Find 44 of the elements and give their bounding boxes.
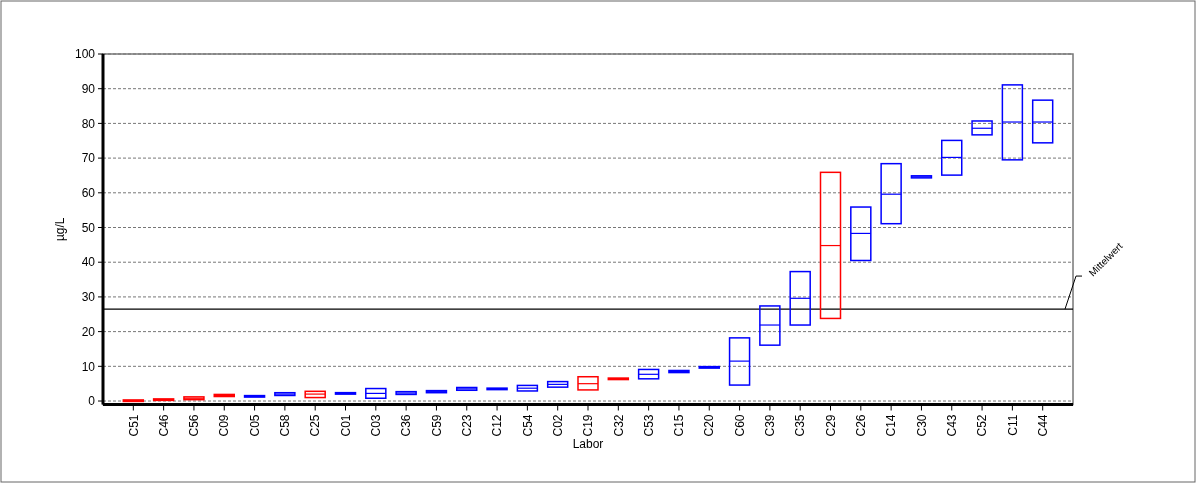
x-tick-label: C46 xyxy=(156,414,171,437)
x-tick-label: C20 xyxy=(702,414,717,437)
x-tick-label: C44 xyxy=(1035,414,1050,437)
y-tick-label: 30 xyxy=(81,290,96,305)
x-tick-label: C58 xyxy=(278,414,293,437)
x-tick-label: C23 xyxy=(459,414,474,437)
x-tick-label: C59 xyxy=(429,414,444,437)
x-tick-label: C56 xyxy=(187,414,202,437)
x-tick-label: C19 xyxy=(581,414,596,437)
x-tick-label: C09 xyxy=(217,414,232,437)
y-axis-title: µg/L xyxy=(53,217,67,242)
y-tick-label: 70 xyxy=(81,151,96,166)
x-tick-label: C32 xyxy=(611,414,626,437)
x-tick-label: C25 xyxy=(308,414,323,437)
x-tick-label: C52 xyxy=(975,414,990,437)
x-tick-label: C43 xyxy=(944,414,959,437)
y-tick-label: 60 xyxy=(81,186,96,201)
x-tick-label: C01 xyxy=(338,414,353,437)
x-tick-label: C26 xyxy=(854,414,869,437)
x-tick-label: C60 xyxy=(732,414,747,437)
x-tick-label: C05 xyxy=(247,414,262,437)
y-tick-label: 20 xyxy=(81,324,96,339)
x-tick-label: C02 xyxy=(550,414,565,437)
x-tick-label: C35 xyxy=(793,414,808,437)
y-tick-label: 0 xyxy=(88,394,96,409)
x-tick-label: C12 xyxy=(490,414,505,437)
x-tick-label: C15 xyxy=(672,414,687,437)
x-tick-label: C51 xyxy=(126,414,141,437)
y-tick-label: 100 xyxy=(74,47,96,62)
x-tick-label: C39 xyxy=(763,414,778,437)
x-tick-label: C29 xyxy=(823,414,838,437)
x-tick-label: C53 xyxy=(641,414,656,437)
y-tick-label: 90 xyxy=(81,81,96,96)
y-tick-label: 50 xyxy=(81,220,96,235)
x-tick-label: C03 xyxy=(369,414,384,437)
x-tick-label: C36 xyxy=(399,414,414,437)
x-axis-title: Labor xyxy=(572,437,604,451)
x-tick-label: C11 xyxy=(1005,414,1020,436)
x-tick-label: C14 xyxy=(884,414,899,437)
x-tick-label: C54 xyxy=(520,414,535,437)
y-tick-label: 40 xyxy=(81,255,96,270)
y-tick-label: 10 xyxy=(81,359,96,374)
y-tick-label: 80 xyxy=(81,116,96,131)
x-tick-label: C30 xyxy=(914,414,929,437)
